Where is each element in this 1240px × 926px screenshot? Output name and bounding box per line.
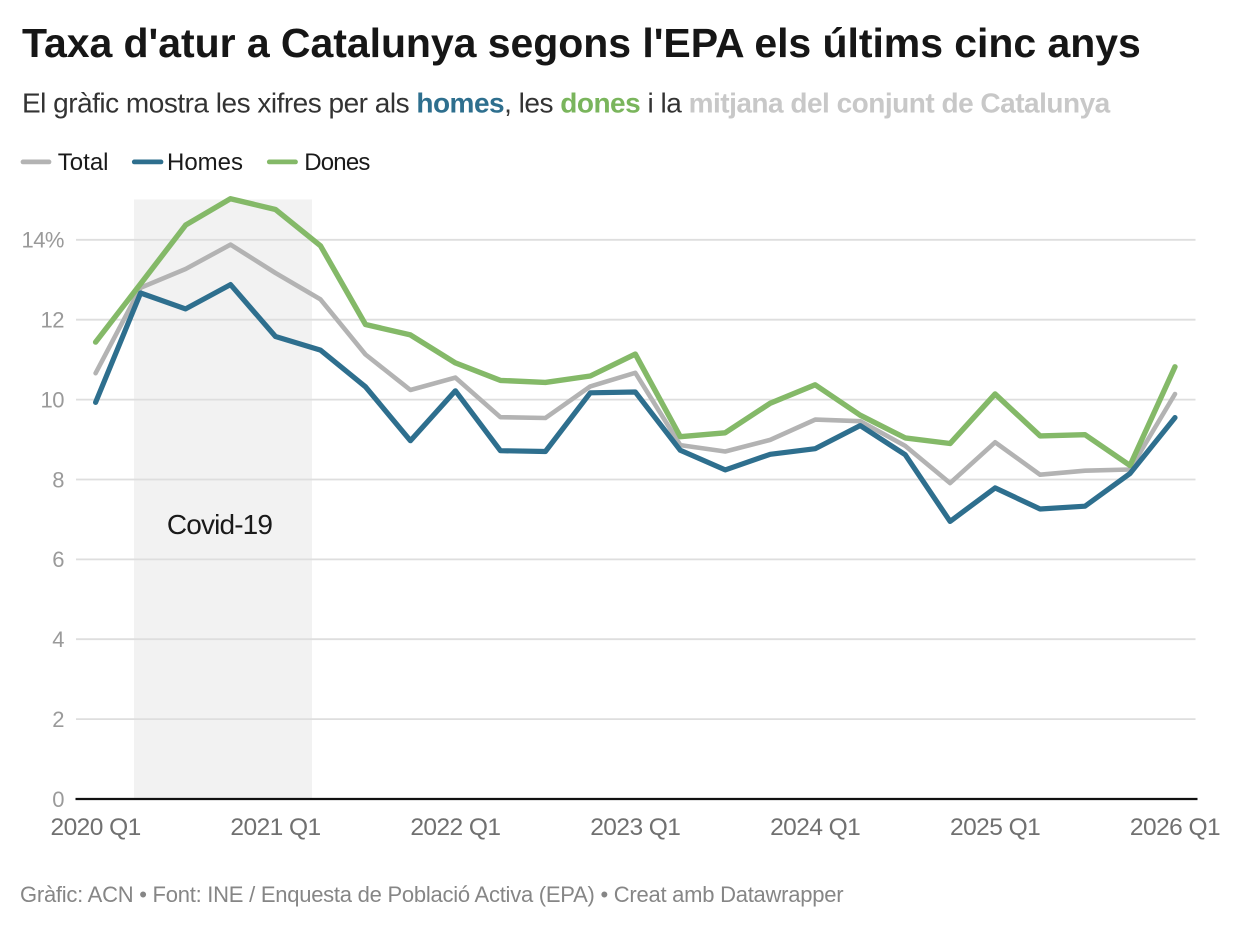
- svg-text:2023 Q1: 2023 Q1: [590, 814, 680, 841]
- svg-text:0: 0: [52, 787, 64, 812]
- svg-text:Taxa d'atur a Catalunya segons: Taxa d'atur a Catalunya segons l'EPA els…: [22, 20, 1141, 66]
- svg-text:El gràfic mostra les xifres pe: El gràfic mostra les xifres per als home…: [22, 88, 1111, 119]
- svg-text:8: 8: [52, 467, 64, 492]
- svg-text:2020 Q1: 2020 Q1: [51, 814, 141, 841]
- svg-text:10: 10: [41, 387, 65, 412]
- svg-text:Dones: Dones: [304, 149, 370, 176]
- svg-text:Covid-19: Covid-19: [167, 509, 273, 540]
- svg-text:Homes: Homes: [167, 149, 243, 176]
- svg-text:Gràfic: ACN • Font: INE / Enqu: Gràfic: ACN • Font: INE / Enquesta de Po…: [20, 882, 843, 907]
- svg-text:Total: Total: [58, 149, 109, 176]
- svg-text:4: 4: [52, 627, 64, 652]
- svg-text:2024 Q1: 2024 Q1: [770, 814, 860, 841]
- svg-text:2021 Q1: 2021 Q1: [230, 814, 320, 841]
- svg-text:2: 2: [52, 707, 64, 732]
- svg-text:6: 6: [52, 547, 64, 572]
- svg-text:2022 Q1: 2022 Q1: [410, 814, 500, 841]
- svg-text:12: 12: [41, 308, 65, 333]
- svg-text:14%: 14%: [21, 228, 64, 253]
- svg-text:2025 Q1: 2025 Q1: [950, 814, 1040, 841]
- svg-text:2026 Q1: 2026 Q1: [1130, 814, 1220, 841]
